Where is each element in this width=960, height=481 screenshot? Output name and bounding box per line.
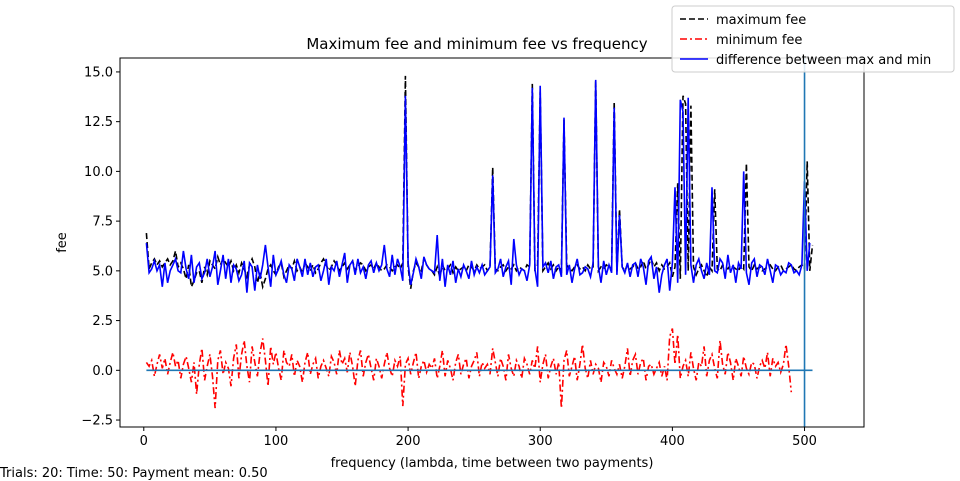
x-tick-label: 0 (140, 434, 148, 449)
x-axis-label: frequency (lambda, time between two paym… (331, 456, 654, 471)
y-tick-label: −2.5 (81, 414, 113, 429)
x-tick-label: 300 (528, 434, 553, 449)
tick-group: 0 100 200 300 400 500 −2.5 0.0 2.5 5.0 7.5 10.0 12.5… (81, 65, 817, 449)
series-group (145, 58, 814, 427)
legend-item-difference: difference between max and min (716, 53, 931, 68)
y-tick-label: 12.5 (84, 115, 113, 130)
chart-title: Maximum fee and minimum fee vs frequency (306, 35, 647, 53)
y-tick-label: 2.5 (92, 314, 113, 329)
x-tick-label: 400 (660, 434, 685, 449)
legend-item-minimum-fee: minimum fee (716, 33, 802, 48)
legend: maximum fee minimum fee difference between… (671, 5, 955, 73)
footer-text: Trials: 20: Time: 50: Payment mean: 0.50 (0, 466, 268, 481)
y-tick-label: 5.0 (92, 264, 113, 279)
plot-area-background (120, 58, 864, 427)
y-tick-label: 15.0 (84, 65, 113, 80)
y-axis-label: fee (55, 232, 70, 253)
y-tick-label: 10.0 (84, 165, 113, 180)
x-tick-label: 200 (396, 434, 421, 449)
x-tick-label: 500 (792, 434, 817, 449)
y-tick-label: 0.0 (92, 364, 113, 379)
maximum-fee-line (145, 75, 814, 290)
plot-area-frame (119, 57, 865, 428)
minimum-fee-line (145, 328, 793, 409)
difference-line (145, 79, 811, 293)
x-tick-label: 100 (264, 434, 289, 449)
legend-box (671, 5, 955, 73)
legend-item-maximum-fee: maximum fee (716, 13, 806, 28)
y-tick-label: 7.5 (92, 215, 113, 230)
